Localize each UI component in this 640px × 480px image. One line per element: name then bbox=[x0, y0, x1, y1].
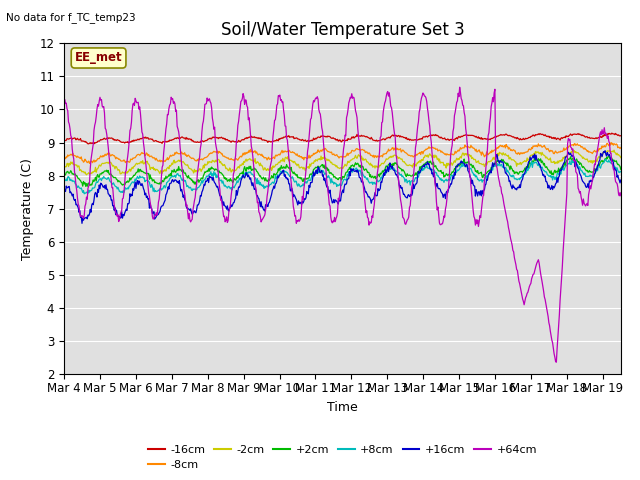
-2cm bbox=[63, 164, 70, 169]
+16cm bbox=[139, 183, 147, 189]
+2cm bbox=[460, 156, 468, 162]
-8cm bbox=[298, 156, 306, 161]
-2cm bbox=[83, 172, 90, 178]
Y-axis label: Temperature (C): Temperature (C) bbox=[20, 158, 34, 260]
Line: -16cm: -16cm bbox=[64, 133, 621, 144]
Legend: -16cm, -8cm, -2cm, +2cm, +8cm, +16cm, +64cm: -16cm, -8cm, -2cm, +2cm, +8cm, +16cm, +6… bbox=[143, 440, 541, 475]
-2cm bbox=[319, 156, 327, 161]
+64cm bbox=[60, 98, 68, 104]
-2cm bbox=[569, 147, 577, 153]
+8cm bbox=[60, 175, 68, 181]
+8cm bbox=[602, 156, 610, 162]
-2cm bbox=[460, 153, 468, 158]
+16cm bbox=[78, 220, 86, 226]
-8cm bbox=[319, 146, 327, 152]
+2cm bbox=[298, 178, 306, 183]
+64cm bbox=[474, 217, 481, 223]
+16cm bbox=[601, 148, 609, 154]
+64cm bbox=[63, 100, 70, 106]
-16cm bbox=[84, 141, 92, 147]
+64cm bbox=[319, 129, 326, 134]
Text: EE_met: EE_met bbox=[75, 51, 122, 64]
+8cm bbox=[81, 191, 88, 197]
+2cm bbox=[617, 167, 625, 172]
+16cm bbox=[298, 199, 306, 204]
-16cm bbox=[298, 137, 306, 143]
+16cm bbox=[60, 190, 68, 195]
-16cm bbox=[139, 135, 147, 141]
Line: -8cm: -8cm bbox=[64, 143, 621, 163]
+2cm bbox=[139, 168, 147, 174]
-8cm bbox=[86, 160, 93, 166]
-16cm bbox=[474, 135, 481, 141]
+16cm bbox=[474, 193, 481, 199]
-16cm bbox=[319, 133, 327, 139]
+8cm bbox=[617, 169, 625, 175]
+16cm bbox=[617, 177, 625, 183]
+16cm bbox=[319, 172, 327, 178]
-2cm bbox=[139, 158, 147, 164]
+64cm bbox=[552, 360, 560, 365]
-8cm bbox=[607, 140, 615, 145]
Line: +64cm: +64cm bbox=[64, 87, 621, 362]
Title: Soil/Water Temperature Set 3: Soil/Water Temperature Set 3 bbox=[221, 21, 464, 39]
+8cm bbox=[460, 163, 468, 169]
+2cm bbox=[605, 153, 612, 159]
Text: No data for f_TC_temp23: No data for f_TC_temp23 bbox=[6, 12, 136, 23]
Line: -2cm: -2cm bbox=[64, 150, 621, 175]
-16cm bbox=[460, 132, 468, 138]
+16cm bbox=[63, 183, 70, 189]
-16cm bbox=[63, 137, 70, 143]
+64cm bbox=[617, 193, 625, 199]
-8cm bbox=[617, 144, 625, 150]
+16cm bbox=[460, 160, 468, 166]
Line: +16cm: +16cm bbox=[64, 151, 621, 223]
-8cm bbox=[60, 154, 68, 160]
X-axis label: Time: Time bbox=[327, 401, 358, 414]
-16cm bbox=[617, 133, 625, 139]
-2cm bbox=[474, 158, 481, 164]
-8cm bbox=[63, 154, 70, 160]
Line: +8cm: +8cm bbox=[64, 159, 621, 194]
+2cm bbox=[82, 183, 90, 189]
-16cm bbox=[60, 138, 68, 144]
+2cm bbox=[319, 165, 327, 170]
+64cm bbox=[138, 129, 146, 135]
-16cm bbox=[608, 130, 616, 136]
+2cm bbox=[474, 168, 481, 173]
-2cm bbox=[298, 165, 306, 170]
+8cm bbox=[139, 174, 147, 180]
+64cm bbox=[298, 204, 305, 210]
+2cm bbox=[63, 169, 70, 175]
-2cm bbox=[617, 155, 625, 160]
+64cm bbox=[456, 84, 463, 90]
+8cm bbox=[298, 183, 306, 189]
+8cm bbox=[319, 168, 327, 174]
+2cm bbox=[60, 171, 68, 177]
+64cm bbox=[460, 109, 468, 115]
-8cm bbox=[474, 149, 481, 155]
-8cm bbox=[460, 145, 468, 151]
-8cm bbox=[139, 151, 147, 156]
+8cm bbox=[474, 177, 481, 182]
-2cm bbox=[60, 166, 68, 171]
Line: +2cm: +2cm bbox=[64, 156, 621, 186]
+8cm bbox=[63, 176, 70, 182]
